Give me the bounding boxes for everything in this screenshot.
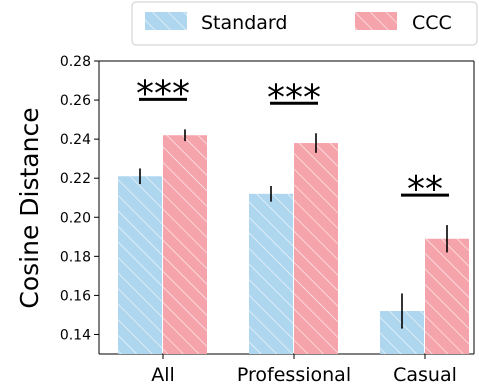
- legend-label-ccc: CCC: [412, 12, 452, 34]
- y-tick-label: 0.24: [60, 132, 91, 148]
- y-tick-label: 0.14: [60, 327, 91, 343]
- legend: Standard CCC: [131, 1, 478, 46]
- bar-standard-professional-hatch: [249, 193, 293, 354]
- x-tick-label: All: [151, 364, 175, 386]
- bar-standard-all-hatch: [118, 176, 162, 354]
- significance-label: ***: [136, 73, 190, 114]
- legend-swatch-standard-hatch: [145, 12, 187, 30]
- y-tick-label: 0.18: [60, 249, 91, 265]
- bar-ccc-professional-hatch: [294, 143, 338, 354]
- y-tick-label: 0.26: [60, 93, 91, 109]
- y-axis-label: Cosine Distance: [15, 107, 44, 308]
- legend-swatch-ccc-hatch: [355, 12, 397, 30]
- significance-label: ***: [267, 77, 321, 118]
- y-tick-label: 0.22: [60, 171, 91, 187]
- bar-ccc-all-hatch: [163, 135, 207, 354]
- plot-area: 0.14 0.16 0.18 0.20 0.22 0.24 0.26 0.28 All *** Pr…: [60, 54, 475, 386]
- y-tick-label: 0.16: [60, 288, 91, 304]
- y-tick-label: 0.28: [60, 54, 91, 70]
- legend-label-standard: Standard: [201, 12, 287, 34]
- bar-ccc-casual-hatch: [425, 238, 469, 354]
- x-tick-label: Professional: [237, 364, 351, 386]
- y-tick-label: 0.20: [60, 210, 91, 226]
- significance-label: **: [407, 169, 443, 210]
- x-tick-label: Casual: [393, 364, 457, 386]
